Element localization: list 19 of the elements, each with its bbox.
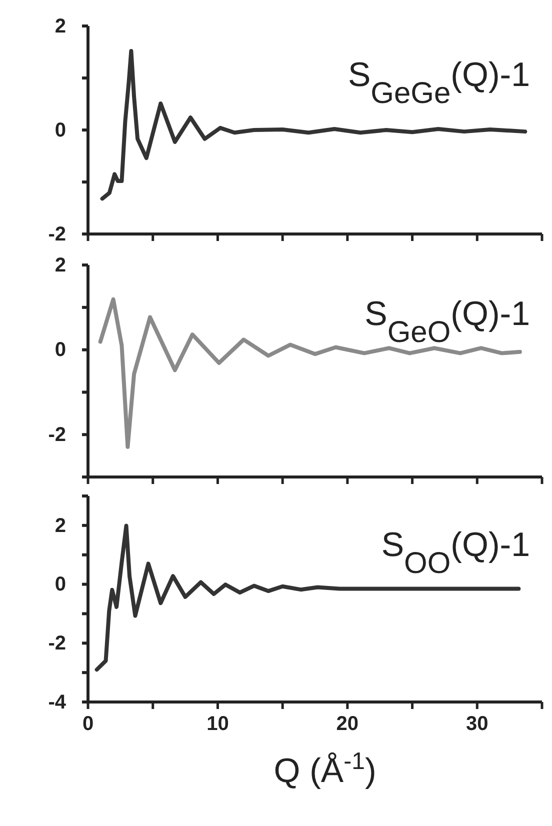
y-tick-label: 0 (54, 574, 66, 596)
y-tick-label: -2 (48, 632, 66, 655)
series-label: S$_{GeGe}$(Q)-1 (348, 56, 530, 110)
y-tick-label: 0 (54, 339, 66, 362)
line-series (100, 48, 528, 201)
series-label: S$_{GeO}$(Q)-1 (364, 295, 530, 348)
series-label: S$_{OO}$(Q)-1 (381, 526, 530, 580)
y-tick-label: -2 (48, 223, 66, 246)
x-tick-label: 20 (336, 713, 359, 735)
x-tick-label: 10 (206, 713, 229, 735)
y-tick-label: 2 (54, 15, 66, 38)
y-tick-label: 2 (54, 254, 66, 276)
y-tick-label: -2 (48, 424, 66, 446)
y-tick-label: 0 (54, 119, 66, 142)
y-tick-label: 2 (54, 514, 66, 537)
x-tick-label: 0 (82, 713, 94, 735)
y-tick-label: -4 (48, 691, 67, 714)
x-axis-title: Q (Å$^{-1}$) (274, 748, 376, 790)
x-tick-label: 30 (466, 713, 488, 735)
